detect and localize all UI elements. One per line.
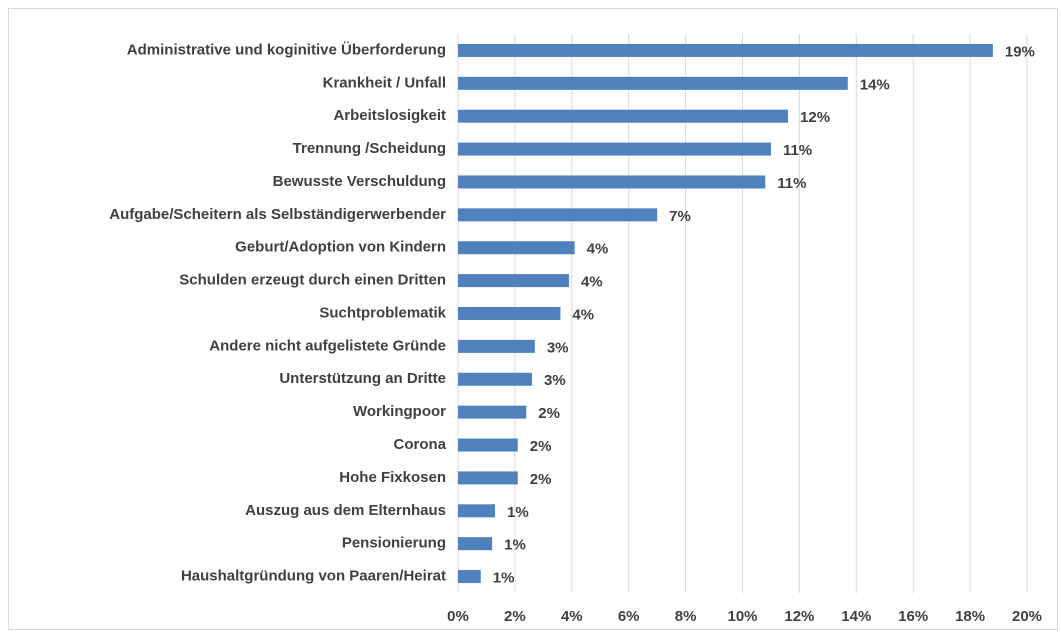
data-label: 4% — [587, 241, 609, 258]
bar — [458, 570, 481, 584]
data-label: 1% — [493, 570, 515, 587]
bar — [458, 471, 518, 485]
y-tick-label: Geburt/Adoption von Kindern — [235, 239, 446, 256]
bar — [458, 504, 495, 518]
x-tick-label: 6% — [618, 608, 640, 625]
y-tick-label: Haushaltgründung von Paaren/Heirat — [181, 568, 446, 585]
y-tick-label: Pensionierung — [342, 535, 446, 552]
x-tick-label: 10% — [727, 608, 757, 625]
bar — [458, 307, 561, 320]
y-tick-label: Workingpoor — [353, 403, 446, 420]
x-tick-label: 2% — [504, 608, 526, 625]
x-tick-label: 14% — [841, 608, 871, 625]
y-tick-label: Andere nicht aufgelistete Gründe — [209, 337, 446, 354]
bar — [458, 537, 493, 551]
bar — [458, 142, 771, 156]
y-tick-label: Krankheit / Unfall — [323, 74, 446, 91]
x-tick-label: 12% — [784, 608, 814, 625]
x-tick-label: 8% — [675, 608, 697, 625]
bar — [458, 175, 766, 189]
y-tick-label: Bewusste Verschuldung — [273, 173, 446, 190]
x-tick-label: 0% — [447, 608, 469, 625]
data-label: 3% — [547, 339, 569, 356]
bar — [458, 208, 658, 222]
x-tick-label: 16% — [898, 608, 928, 625]
data-label: 3% — [544, 372, 566, 389]
bar — [458, 372, 532, 386]
y-tick-label: Aufgabe/Scheitern als Selbständigerwerbe… — [109, 206, 446, 223]
data-label: 1% — [507, 504, 529, 521]
data-label: 2% — [530, 438, 552, 455]
bar — [458, 76, 848, 90]
y-tick-label: Administrative und koginitive Überforder… — [127, 41, 446, 58]
data-label: 7% — [669, 208, 691, 225]
y-tick-label: Corona — [394, 436, 447, 453]
x-tick-label: 4% — [561, 608, 583, 625]
y-tick-label: Arbeitslosigkeit — [333, 107, 446, 124]
x-tick-label: 20% — [1012, 608, 1042, 625]
data-label: 2% — [538, 405, 560, 422]
data-label: 4% — [581, 274, 603, 291]
bar — [458, 241, 575, 255]
bar — [458, 405, 527, 419]
bar — [458, 109, 789, 123]
data-label: 11% — [783, 142, 812, 159]
y-tick-label: Auszug aus dem Elternhaus — [245, 502, 446, 519]
bar — [458, 339, 535, 353]
bar — [458, 43, 993, 57]
bar — [458, 438, 518, 452]
data-label: 12% — [800, 109, 830, 126]
y-tick-label: Suchtproblematik — [319, 304, 446, 321]
y-tick-label: Unterstützung an Dritte — [279, 370, 446, 387]
data-label: 19% — [1005, 43, 1035, 60]
data-label: 4% — [572, 306, 594, 323]
y-tick-label: Hohe Fixkosen — [339, 469, 446, 486]
data-label: 1% — [504, 537, 526, 554]
data-label: 2% — [530, 471, 552, 488]
data-label: 11% — [777, 175, 806, 192]
y-tick-label: Trennung /Scheidung — [293, 140, 446, 157]
y-tick-label: Schulden erzeugt durch einen Dritten — [179, 272, 446, 289]
data-label: 14% — [860, 76, 890, 93]
x-tick-label: 18% — [955, 608, 985, 625]
bar — [458, 274, 569, 288]
